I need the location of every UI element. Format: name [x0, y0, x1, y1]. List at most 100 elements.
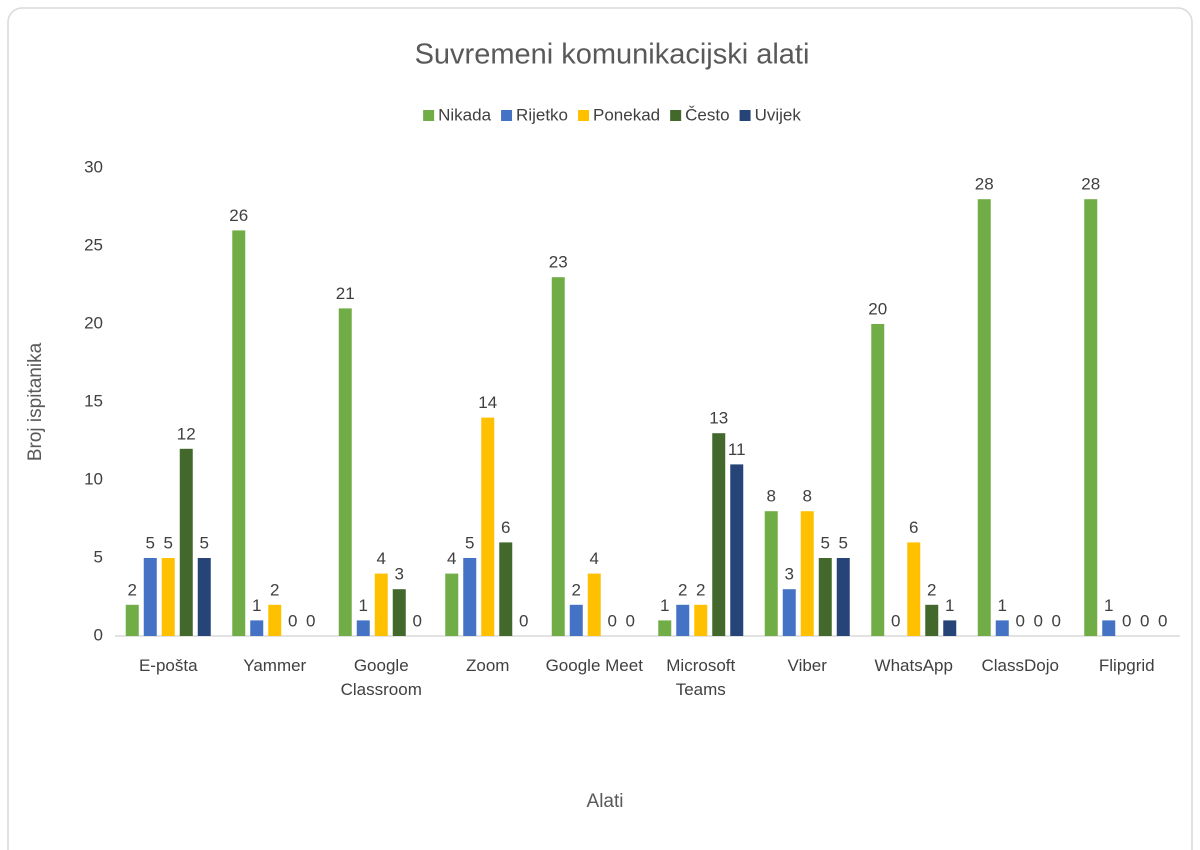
value-label: 0 [306, 611, 315, 630]
value-label: 0 [1140, 611, 1149, 630]
chart-title: Suvremeni komunikacijski alati [415, 39, 810, 71]
bar [658, 620, 672, 636]
value-label: 11 [728, 440, 746, 459]
x-tick-label: Google Meet [545, 656, 643, 675]
bar [250, 620, 264, 636]
bar [374, 573, 388, 636]
legend-swatch [423, 110, 435, 121]
legend-label: Nikada [438, 105, 491, 124]
bar [712, 433, 726, 636]
value-label: 0 [1034, 611, 1043, 630]
bar [764, 511, 778, 636]
value-label: 5 [164, 533, 173, 552]
value-label: 4 [590, 549, 599, 568]
legend-swatch [670, 110, 682, 121]
bar [676, 604, 690, 636]
value-label: 0 [1052, 611, 1061, 630]
x-tick-label: Google Classroom [340, 656, 422, 699]
bar [1102, 620, 1116, 636]
value-label: 5 [839, 533, 848, 552]
value-label: 1 [998, 596, 1007, 615]
bar [730, 464, 744, 636]
value-label: 21 [336, 284, 355, 303]
chart-frame [7, 7, 1193, 850]
bar [907, 542, 921, 636]
value-label: 12 [177, 424, 196, 443]
value-label: 2 [678, 580, 687, 599]
value-label: 1 [945, 596, 954, 615]
value-label: 20 [868, 299, 887, 318]
bar [338, 308, 352, 636]
value-label: 0 [1016, 611, 1025, 630]
bar [925, 604, 939, 636]
value-label: 14 [478, 393, 497, 412]
value-label: 6 [909, 518, 918, 537]
legend-label: Uvijek [755, 105, 802, 124]
value-label: 0 [608, 611, 617, 630]
x-tick-label: Zoom [466, 656, 510, 675]
value-label: 5 [465, 533, 474, 552]
bar [161, 558, 175, 636]
bar [587, 573, 601, 636]
value-label: 28 [1081, 175, 1100, 194]
value-label: 8 [803, 487, 812, 506]
value-label: 6 [501, 518, 510, 537]
y-axis-title: Broj ispitanika [25, 342, 46, 461]
x-axis-title: Alati [587, 791, 624, 812]
bar [125, 604, 139, 636]
value-label: 23 [549, 253, 568, 272]
x-tick-label: Microsoft Teams [666, 656, 736, 699]
value-label: 0 [288, 611, 297, 630]
value-label: 2 [128, 580, 137, 599]
bar [551, 277, 565, 636]
legend-label: Rijetko [516, 105, 568, 124]
bar [943, 620, 957, 636]
legend-label: Često [685, 105, 729, 124]
legend-swatch [739, 110, 751, 121]
y-tick-label: 25 [84, 235, 103, 254]
bar [197, 558, 211, 636]
legend-swatch [578, 110, 590, 121]
legend-swatch [501, 110, 513, 121]
bar [463, 558, 477, 636]
bar [871, 324, 885, 636]
bar [1084, 199, 1098, 636]
x-tick-label: ClassDojo [981, 656, 1059, 675]
y-tick-label: 20 [84, 313, 103, 332]
value-label: 26 [229, 206, 248, 225]
value-label: 0 [1158, 611, 1167, 630]
bar [694, 604, 708, 636]
bar [782, 589, 796, 636]
bar [356, 620, 370, 636]
value-label: 5 [146, 533, 155, 552]
value-label: 0 [519, 611, 528, 630]
value-label: 0 [413, 611, 422, 630]
value-label: 2 [270, 580, 279, 599]
bar [995, 620, 1009, 636]
value-label: 13 [709, 409, 728, 428]
value-label: 4 [377, 549, 386, 568]
bar [445, 573, 459, 636]
bar [977, 199, 991, 636]
value-label: 2 [927, 580, 936, 599]
value-label: 1 [359, 596, 368, 615]
x-tick-label: Viber [787, 656, 827, 675]
value-label: 8 [767, 487, 776, 506]
bar [818, 558, 832, 636]
bar [232, 230, 246, 636]
value-label: 1 [1104, 596, 1113, 615]
bar [569, 604, 583, 636]
bar [143, 558, 157, 636]
value-label: 1 [660, 596, 669, 615]
bar [392, 589, 406, 636]
bar [268, 604, 282, 636]
value-label: 3 [395, 565, 404, 584]
value-label: 5 [200, 533, 209, 552]
value-label: 2 [696, 580, 705, 599]
bar [800, 511, 814, 636]
value-label: 5 [821, 533, 830, 552]
value-label: 2 [572, 580, 581, 599]
y-tick-label: 30 [84, 157, 103, 176]
